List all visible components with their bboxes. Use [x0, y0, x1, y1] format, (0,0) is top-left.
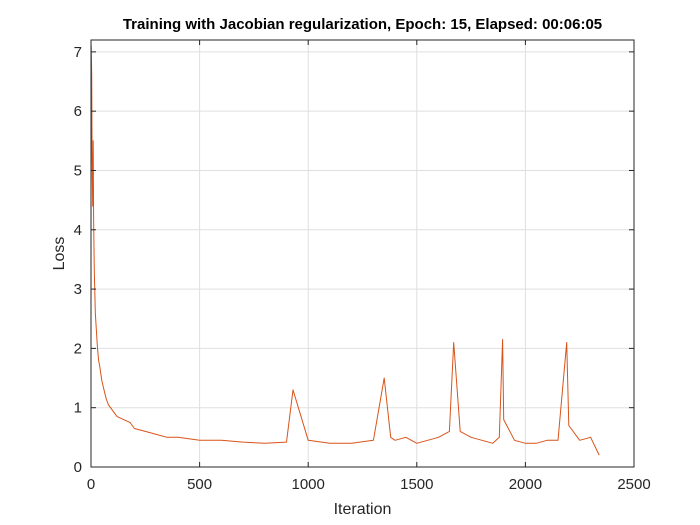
plot-area [91, 40, 634, 467]
y-tick-label: 0 [74, 459, 82, 476]
chart-title: Training with Jacobian regularization, E… [123, 16, 602, 33]
loss-series-line [90, 45, 600, 456]
ticks: 0 500 1000 1500 2000 2500 0 1 2 3 4 5 6 7 [74, 40, 651, 493]
axes-box [90, 39, 635, 468]
x-tick-label: 2500 [617, 476, 650, 493]
y-tick-label: 3 [74, 281, 82, 298]
grid-lines [90, 40, 635, 468]
series-group [90, 45, 600, 456]
x-tick-label: 0 [87, 476, 95, 493]
x-tick-label: 1000 [292, 476, 325, 493]
y-tick-label: 2 [74, 340, 82, 357]
x-axis-label: Iteration [334, 501, 392, 518]
y-axis-label: Loss [51, 237, 68, 271]
y-tick-label: 4 [74, 222, 82, 239]
y-tick-label: 7 [74, 44, 82, 61]
x-tick-label: 1500 [400, 476, 433, 493]
y-tick-label: 5 [74, 162, 82, 179]
x-tick-label: 2000 [509, 476, 542, 493]
y-tick-label: 1 [74, 400, 82, 417]
x-tick-label: 500 [187, 476, 212, 493]
y-tick-label: 6 [74, 103, 82, 120]
